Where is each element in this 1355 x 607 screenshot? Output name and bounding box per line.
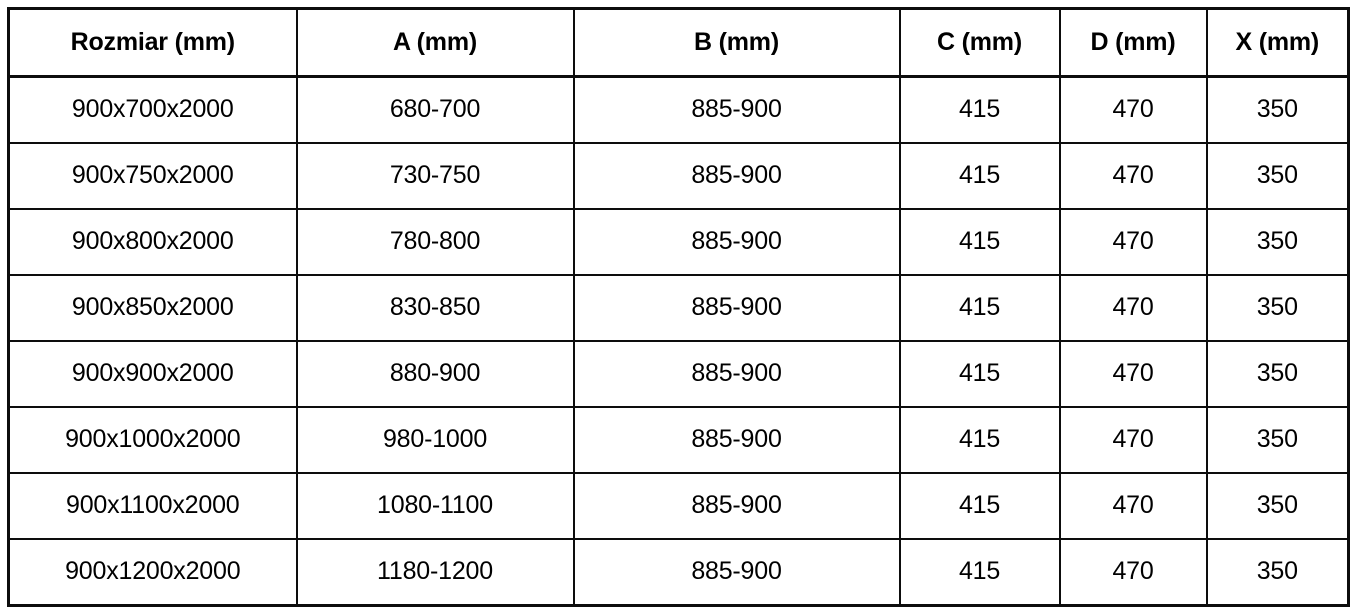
cell-a: 730-750 — [295, 142, 575, 210]
column-header-c: C (mm) — [898, 7, 1061, 78]
table-header: Rozmiar (mm) A (mm) B (mm) C (mm) D (mm)… — [7, 7, 1350, 78]
cell-b: 885-900 — [572, 75, 901, 144]
cell-a: 980-1000 — [295, 406, 575, 474]
table-row: 900x750x2000 730-750 885-900 415 470 350 — [7, 142, 1350, 210]
cell-c: 415 — [898, 472, 1061, 540]
cell-size: 900x1000x2000 — [7, 406, 298, 474]
column-header-d: D (mm) — [1058, 7, 1208, 78]
cell-a: 1080-1100 — [295, 472, 575, 540]
cell-c: 415 — [898, 75, 1061, 144]
cell-d: 470 — [1058, 274, 1208, 342]
page-root: Rozmiar (mm) A (mm) B (mm) C (mm) D (mm)… — [7, 7, 1350, 607]
cell-x: 350 — [1205, 538, 1350, 607]
cell-a: 680-700 — [295, 75, 575, 144]
table-row: 900x700x2000 680-700 885-900 415 470 350 — [7, 75, 1350, 144]
cell-c: 415 — [898, 406, 1061, 474]
dimensions-table: Rozmiar (mm) A (mm) B (mm) C (mm) D (mm)… — [7, 7, 1350, 607]
cell-x: 350 — [1205, 274, 1350, 342]
table-row: 900x850x2000 830-850 885-900 415 470 350 — [7, 274, 1350, 342]
cell-b: 885-900 — [572, 538, 901, 607]
table-body: 900x700x2000 680-700 885-900 415 470 350… — [7, 75, 1350, 607]
cell-a: 780-800 — [295, 208, 575, 276]
table-row: 900x1000x2000 980-1000 885-900 415 470 3… — [7, 406, 1350, 474]
cell-b: 885-900 — [572, 406, 901, 474]
cell-d: 470 — [1058, 406, 1208, 474]
cell-size: 900x900x2000 — [7, 340, 298, 408]
table-row: 900x900x2000 880-900 885-900 415 470 350 — [7, 340, 1350, 408]
cell-x: 350 — [1205, 406, 1350, 474]
table-row: 900x800x2000 780-800 885-900 415 470 350 — [7, 208, 1350, 276]
table-header-row: Rozmiar (mm) A (mm) B (mm) C (mm) D (mm)… — [7, 7, 1350, 78]
table-row: 900x1200x2000 1180-1200 885-900 415 470 … — [7, 538, 1350, 607]
cell-size: 900x850x2000 — [7, 274, 298, 342]
column-header-size: Rozmiar (mm) — [7, 7, 298, 78]
cell-size: 900x1200x2000 — [7, 538, 298, 607]
table-row: 900x1100x2000 1080-1100 885-900 415 470 … — [7, 472, 1350, 540]
cell-b: 885-900 — [572, 340, 901, 408]
cell-a: 1180-1200 — [295, 538, 575, 607]
cell-b: 885-900 — [572, 274, 901, 342]
spec-table-container: Rozmiar (mm) A (mm) B (mm) C (mm) D (mm)… — [7, 7, 1350, 607]
cell-x: 350 — [1205, 340, 1350, 408]
cell-size: 900x800x2000 — [7, 208, 298, 276]
column-header-x: X (mm) — [1205, 7, 1350, 78]
cell-a: 880-900 — [295, 340, 575, 408]
cell-d: 470 — [1058, 472, 1208, 540]
cell-c: 415 — [898, 208, 1061, 276]
cell-d: 470 — [1058, 208, 1208, 276]
cell-d: 470 — [1058, 142, 1208, 210]
column-header-a: A (mm) — [295, 7, 575, 78]
cell-d: 470 — [1058, 538, 1208, 607]
cell-c: 415 — [898, 538, 1061, 607]
cell-c: 415 — [898, 340, 1061, 408]
cell-size: 900x750x2000 — [7, 142, 298, 210]
cell-d: 470 — [1058, 340, 1208, 408]
cell-x: 350 — [1205, 142, 1350, 210]
cell-a: 830-850 — [295, 274, 575, 342]
cell-b: 885-900 — [572, 142, 901, 210]
cell-size: 900x1100x2000 — [7, 472, 298, 540]
column-header-b: B (mm) — [572, 7, 901, 78]
cell-size: 900x700x2000 — [7, 75, 298, 144]
cell-x: 350 — [1205, 472, 1350, 540]
cell-c: 415 — [898, 274, 1061, 342]
cell-b: 885-900 — [572, 472, 901, 540]
cell-x: 350 — [1205, 208, 1350, 276]
cell-x: 350 — [1205, 75, 1350, 144]
cell-d: 470 — [1058, 75, 1208, 144]
cell-b: 885-900 — [572, 208, 901, 276]
cell-c: 415 — [898, 142, 1061, 210]
